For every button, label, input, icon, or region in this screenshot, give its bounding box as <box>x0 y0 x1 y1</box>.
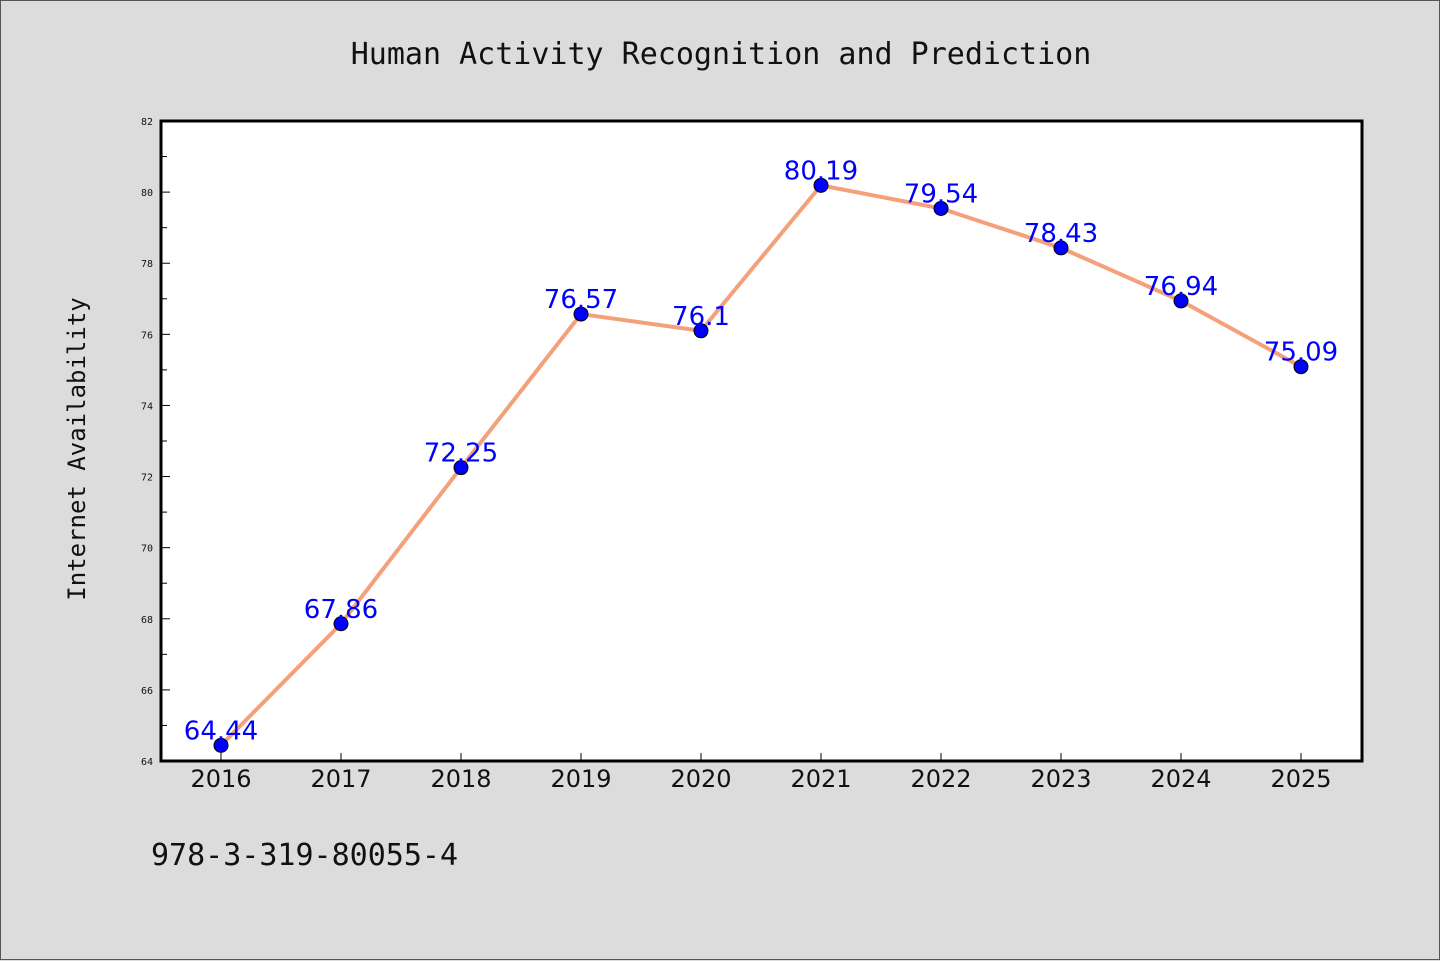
data-point <box>573 306 589 322</box>
y-axis-ticks: 64 66 68 70 72 74 76 78 80 82 <box>141 117 170 768</box>
y-tick-label: 64 <box>141 757 153 768</box>
x-tick-label: 2016 <box>190 765 251 793</box>
x-tick-label: 2023 <box>1030 765 1091 793</box>
data-label: 72.25 <box>424 439 498 469</box>
data-label: 80.19 <box>784 156 858 186</box>
chart-title: Human Activity Recognition and Predictio… <box>351 37 1092 72</box>
isbn-footer: 978-3-319-80055-4 <box>151 838 458 873</box>
y-tick-label: 72 <box>141 473 153 484</box>
data-labels: 64.44 67.86 72.25 76.57 76.1 80.19 79.54 78.43 7… <box>184 156 1338 746</box>
x-tick-label: 2025 <box>1270 765 1331 793</box>
x-tick-label: 2022 <box>910 765 971 793</box>
plot-border <box>159 119 1364 763</box>
y-tick-label: 66 <box>141 686 153 697</box>
series-line <box>219 183 1303 748</box>
x-tick-label: 2024 <box>1150 765 1211 793</box>
y-axis-label: Internet Availability <box>63 297 91 600</box>
data-label: 76.57 <box>544 285 618 315</box>
data-point <box>933 200 949 216</box>
data-point <box>813 177 829 193</box>
data-label: 67.86 <box>304 595 378 625</box>
data-label: 76.94 <box>1144 272 1218 302</box>
data-label: 78.43 <box>1024 219 1098 249</box>
data-point <box>213 737 229 753</box>
data-point <box>453 460 469 476</box>
x-tick-label: 2017 <box>310 765 371 793</box>
data-label: 75.09 <box>1264 338 1338 368</box>
x-tick-label: 2018 <box>430 765 491 793</box>
data-point <box>333 616 349 632</box>
plot-area <box>161 121 1362 761</box>
y-tick-label: 82 <box>141 117 153 128</box>
y-tick-label: 76 <box>141 330 153 341</box>
y-tick-label: 78 <box>141 259 153 270</box>
y-tick-label: 70 <box>141 544 153 555</box>
series-group <box>213 177 1309 753</box>
y-tick-label: 68 <box>141 615 153 626</box>
data-point <box>1293 359 1309 375</box>
y-tick-label: 74 <box>141 401 153 412</box>
x-axis-ticks: 2016 2017 2018 2019 2020 2021 2022 2023 2024 2025 <box>190 753 1332 793</box>
data-point <box>693 323 709 339</box>
data-point <box>1053 240 1069 256</box>
data-label: 64.44 <box>184 716 258 746</box>
x-tick-label: 2020 <box>670 765 731 793</box>
data-label: 76.1 <box>672 302 730 332</box>
data-label: 79.54 <box>904 179 978 209</box>
x-tick-label: 2019 <box>550 765 611 793</box>
x-tick-label: 2021 <box>790 765 851 793</box>
data-point <box>1173 293 1189 309</box>
y-tick-label: 80 <box>141 188 153 199</box>
